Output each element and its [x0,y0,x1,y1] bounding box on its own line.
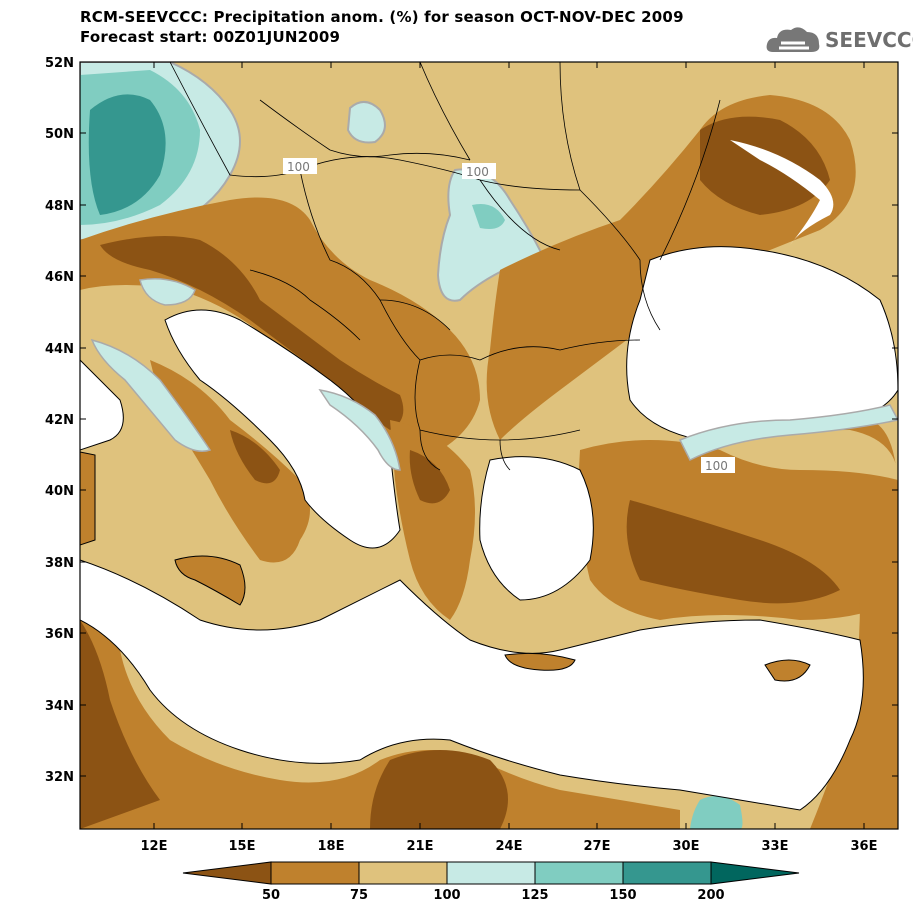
lon-label: 33E [762,839,789,854]
colorbar-segment [534,861,624,885]
very-dry-region-turkey [626,500,840,604]
no-data-streak [730,140,834,245]
lat-label: 36N [45,627,74,642]
contour-label-turkey: 100 [705,459,728,473]
colorbar-tick-label: 125 [521,888,548,903]
wet-coast-dalmatia [318,388,401,471]
colorbar: 50 75 100 125 150 200 [182,861,800,903]
lat-label: 40N [45,484,74,499]
dry-region-north-africa [80,590,680,829]
wet-patch-poland [346,101,386,144]
lon-label: 24E [496,839,523,854]
country-borders [169,62,721,471]
lat-label: 48N [45,199,74,214]
colorbar-tick-label: 150 [609,888,636,903]
latitude-axis: 52N 50N 48N 46N 44N 42N 40N 38N 36N 34N 32N [45,56,898,785]
colorbar-segment [358,861,448,885]
wettest-region-nw [88,94,166,215]
colorbar-segment [270,861,360,885]
contour-label-box [283,158,317,174]
very-dry-patch-libya-west [80,620,160,829]
sardinia-island [80,451,96,546]
lon-label: 30E [673,839,700,854]
cloud-icon [766,27,820,52]
contour-label-alps: 100 [287,160,310,174]
very-dry-patch-greece [409,450,450,504]
lat-label: 52N [45,56,74,71]
cyprus-island [764,659,811,682]
lat-label: 32N [45,770,74,785]
longitude-axis: 12E 15E 18E 21E 24E 27E 30E 33E 36E [141,62,878,854]
colorbar-tick-label: 100 [433,888,460,903]
contour-label-carpathians: 100 [466,165,489,179]
wet-patch-venice [139,278,196,306]
wet-coast-turkey [678,404,898,462]
lat-label: 46N [45,270,74,285]
dry-region-italy [150,360,310,563]
forecast-start-label: Forecast start: 00Z01JUN2009 [80,28,341,46]
tyrrhenian-west-sea [80,359,124,451]
colorbar-segment [710,861,800,885]
lon-label: 21E [407,839,434,854]
colorbar-segment [446,861,536,885]
lon-label: 27E [584,839,611,854]
map-title: RCM-SEEVCCC: Precipitation anom. (%) for… [80,8,684,26]
sicily-island [174,555,246,606]
crete-island [504,652,576,671]
very-dry-patch-italy [230,430,280,484]
colorbar-tick-label: 50 [262,888,280,903]
lon-label: 15E [229,839,256,854]
lon-label: 36E [851,839,878,854]
colorbar-tick-label: 200 [697,888,724,903]
contour-label-box [462,163,496,179]
colorbar-segment [182,861,272,885]
lat-label: 34N [45,699,74,714]
slightly-dry-turkey-north [720,430,898,480]
map-frame [79,61,899,830]
lat-label: 44N [45,342,74,357]
mediterranean-sea [80,559,864,811]
lon-label: 12E [141,839,168,854]
aegean-sea [479,456,594,601]
colorbar-segment [622,861,712,885]
wet-patch-nile [690,796,743,829]
lat-label: 50N [45,127,74,142]
lat-label: 38N [45,556,74,571]
very-dry-patch-libya [370,750,508,829]
wet-coast-italy [90,338,212,452]
colorbar-tick-label: 75 [350,888,368,903]
adriatic-sea [164,309,401,549]
logo-text: SEEVCCC [825,28,913,52]
wetter-patch-carpathians [472,204,505,229]
very-dry-band-balkans [100,236,404,430]
lon-label: 18E [318,839,345,854]
contour-label-box [701,457,735,473]
lat-label: 42N [45,413,74,428]
